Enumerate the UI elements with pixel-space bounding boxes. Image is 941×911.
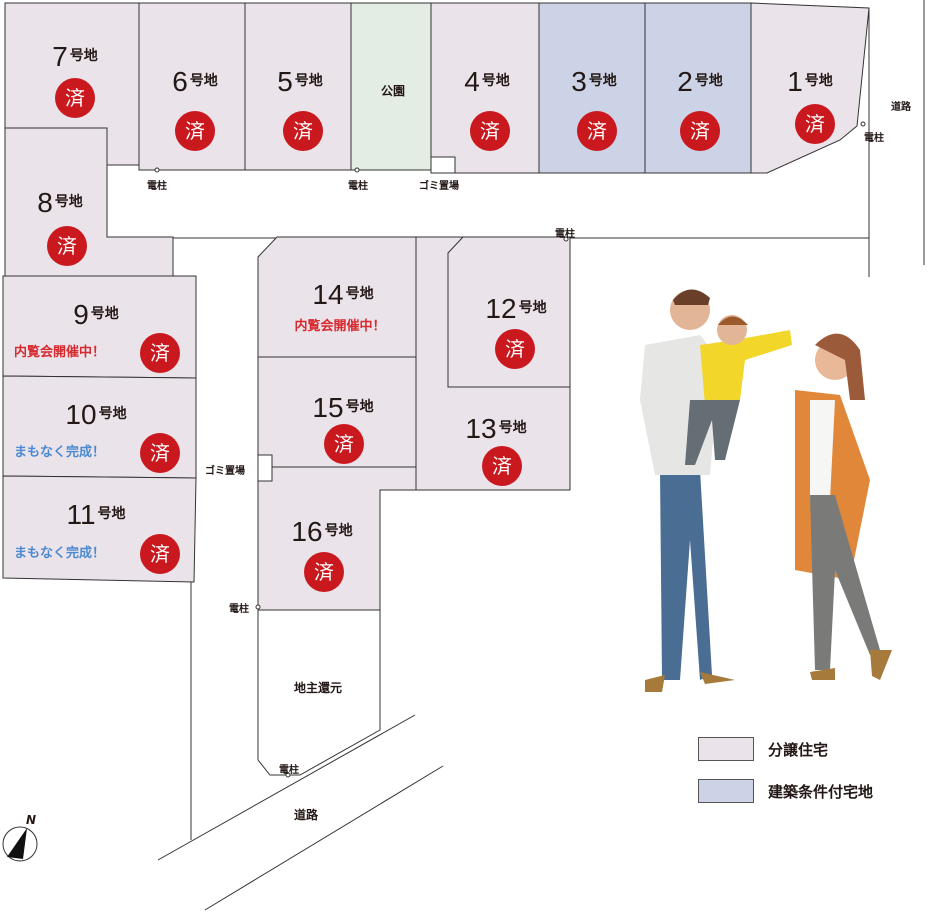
- lot-number: 10: [65, 399, 97, 430]
- lot-suffix: 号地: [498, 420, 527, 436]
- lot-suffix: 号地: [69, 48, 98, 64]
- lot-suffix: 号地: [97, 506, 126, 522]
- pole-label: 電柱: [279, 765, 299, 776]
- lot-suffix: 号地: [324, 523, 353, 539]
- pole-label: 電柱: [348, 181, 368, 192]
- family-illustration: [640, 289, 892, 692]
- road-edge: [157, 714, 416, 861]
- legend-item-conditional: 建築条件付宅地: [698, 779, 873, 803]
- lot-suffix: 号地: [345, 286, 374, 302]
- sold-badge: 済: [680, 111, 720, 151]
- lot-16-label[interactable]: 16 号地: [291, 517, 352, 547]
- lot-12-label[interactable]: 12 号地: [485, 294, 546, 324]
- lot-number: 15: [312, 392, 344, 423]
- sold-badge: 済: [140, 333, 180, 373]
- park-shape: [350, 2, 432, 171]
- garbage-label: ゴミ置場: [205, 466, 245, 477]
- legend-swatch: [698, 737, 754, 761]
- legend-label: 分譲住宅: [768, 740, 829, 759]
- lot-suffix: 号地: [189, 73, 218, 89]
- lot-6-label[interactable]: 6 号地: [172, 67, 218, 97]
- sold-badge: 済: [495, 329, 535, 369]
- lot-suffix: 号地: [694, 73, 723, 89]
- sold-badge: 済: [304, 552, 344, 592]
- north-arrow-icon: [2, 826, 38, 862]
- lot-suffix: 号地: [518, 300, 547, 316]
- lot-number: 1: [787, 66, 803, 97]
- sold-badge: 済: [470, 111, 510, 151]
- legend-label: 建築条件付宅地: [768, 782, 874, 801]
- pole-markers: [154, 121, 866, 778]
- legend-swatch: [698, 779, 754, 803]
- lot-suffix: 号地: [98, 406, 127, 422]
- lot-10-note: まもなく完成！: [14, 445, 106, 460]
- lot-number: 14: [312, 279, 344, 310]
- lot-9-label[interactable]: 9 号地: [73, 300, 119, 330]
- lot-3-label[interactable]: 3 号地: [571, 67, 617, 97]
- lot-number: 3: [571, 66, 587, 97]
- lot-suffix: 号地: [481, 73, 510, 89]
- lot-suffix: 号地: [588, 73, 617, 89]
- landowner-label: 地主還元: [294, 681, 343, 695]
- sold-badge: 済: [140, 534, 180, 574]
- lot-14-label[interactable]: 14 号地: [312, 280, 373, 310]
- landowner-area: [257, 610, 381, 776]
- sold-badge: 済: [482, 446, 522, 486]
- lot-number: 4: [464, 66, 480, 97]
- lot-number: 13: [465, 413, 497, 444]
- lot-5-label[interactable]: 5 号地: [277, 67, 323, 97]
- sold-badge: 済: [324, 424, 364, 464]
- lot-14-note: 内覧会開催中！: [294, 319, 386, 334]
- lot-suffix: 号地: [294, 73, 323, 89]
- lot-suffix: 号地: [345, 399, 374, 415]
- lot-10-label[interactable]: 10 号地: [65, 400, 126, 430]
- pole-label: 電柱: [229, 604, 249, 615]
- lot-7-label[interactable]: 7 号地: [52, 42, 98, 72]
- lot-number: 12: [485, 293, 517, 324]
- lot-number: 11: [66, 499, 96, 530]
- garbage-box-left: [257, 454, 273, 482]
- lot-15-label[interactable]: 15 号地: [312, 393, 373, 423]
- garbage-box-top: [430, 156, 456, 174]
- sold-badge: 済: [577, 111, 617, 151]
- sold-badge: 済: [795, 104, 835, 144]
- lot-11-note: まもなく完成！: [14, 546, 106, 561]
- garbage-label: ゴミ置場: [419, 181, 459, 192]
- sold-badge: 済: [175, 111, 215, 151]
- pole-label: 電柱: [555, 229, 575, 240]
- lot-1-label[interactable]: 1 号地: [787, 67, 833, 97]
- lot-suffix: 号地: [804, 73, 833, 89]
- lot-8-label[interactable]: 8 号地: [37, 188, 83, 218]
- lot-4-label[interactable]: 4 号地: [464, 67, 510, 97]
- lot-number: 2: [677, 66, 693, 97]
- lot-9-note: 内覧会開催中！: [14, 345, 106, 360]
- road-label: 道路: [294, 808, 319, 822]
- legend-item-subdivision: 分譲住宅: [698, 737, 828, 761]
- sold-badge: 済: [47, 226, 87, 266]
- road-edge: [204, 765, 444, 911]
- lot-number: 5: [277, 66, 293, 97]
- lot-suffix: 号地: [90, 306, 119, 322]
- lot-suffix: 号地: [54, 194, 83, 210]
- sold-badge: 済: [55, 78, 95, 118]
- lot-number: 9: [73, 299, 89, 330]
- lot-number: 16: [291, 516, 323, 547]
- lot-11-label[interactable]: 11 号地: [66, 500, 125, 530]
- north-label: N: [26, 813, 37, 827]
- lot-12-shape[interactable]: [447, 236, 571, 388]
- lot-14-shape[interactable]: [257, 236, 417, 358]
- sold-badge: 済: [140, 433, 180, 473]
- lot-number: 7: [52, 41, 68, 72]
- sold-badge: 済: [283, 111, 323, 151]
- lot-number: 6: [172, 66, 188, 97]
- pole-label: 電柱: [147, 181, 167, 192]
- lot-number: 8: [37, 187, 53, 218]
- lot-13-label[interactable]: 13 号地: [465, 414, 526, 444]
- lot-2-label[interactable]: 2 号地: [677, 67, 723, 97]
- pole-label: 電柱: [864, 133, 884, 144]
- road-label: 道路: [891, 102, 911, 113]
- park-label: 公園: [381, 84, 406, 98]
